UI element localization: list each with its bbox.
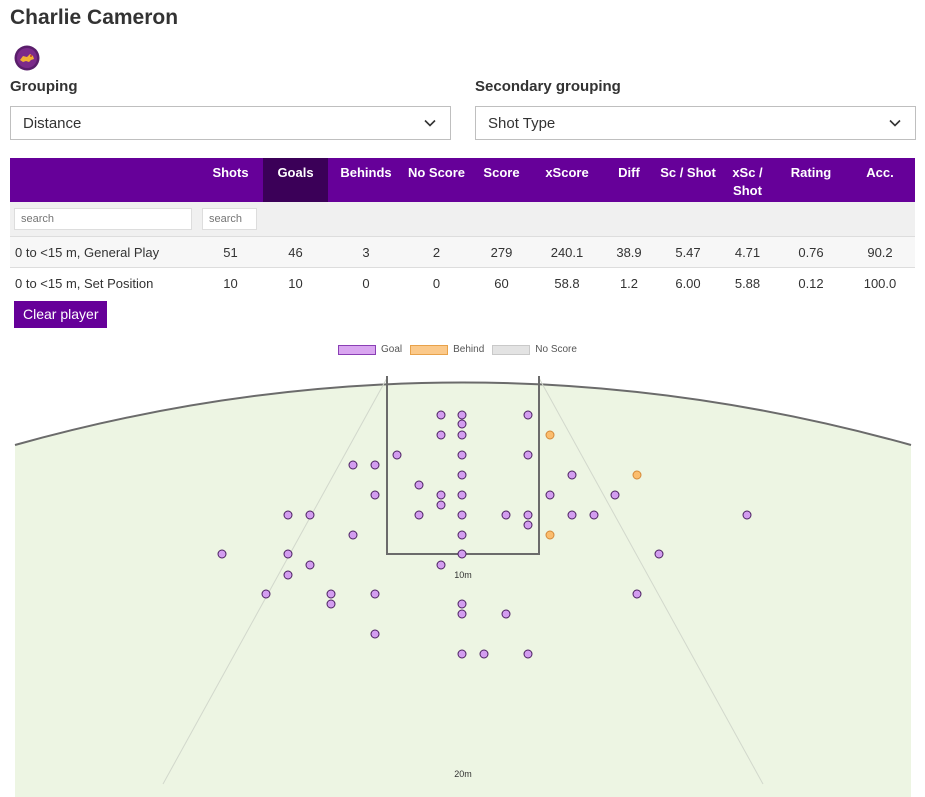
goal-marker[interactable]: [283, 570, 293, 580]
legend-no-score[interactable]: No Score: [492, 344, 577, 355]
brisbane-lions-logo-icon: [14, 45, 40, 71]
column-header-behinds[interactable]: Behinds: [328, 158, 404, 202]
goal-marker[interactable]: [436, 490, 446, 500]
goal-marker[interactable]: [501, 609, 511, 619]
goal-marker[interactable]: [523, 520, 533, 530]
goal-marker[interactable]: [392, 450, 402, 460]
goal-marker[interactable]: [348, 460, 358, 470]
goal-marker[interactable]: [567, 510, 577, 520]
arc-line: [14, 381, 912, 446]
goal-marker[interactable]: [457, 430, 467, 440]
secondary-grouping-label: Secondary grouping: [475, 78, 621, 95]
goal-marker[interactable]: [610, 490, 620, 500]
clear-player-button[interactable]: Clear player: [14, 301, 108, 328]
goal-marker[interactable]: [457, 470, 467, 480]
table-row[interactable]: 0 to <15 m, Set Position 10 10 0 0 60 58…: [10, 267, 915, 298]
column-header-shots[interactable]: Shots: [198, 158, 263, 202]
legend-goal[interactable]: Goal: [338, 344, 402, 355]
goal-marker[interactable]: [414, 510, 424, 520]
goal-marker[interactable]: [742, 510, 752, 520]
column-header-xscore[interactable]: xScore: [534, 158, 600, 202]
goal-marker[interactable]: [370, 460, 380, 470]
field-grass: [15, 382, 911, 797]
goal-marker[interactable]: [348, 530, 358, 540]
column-header-xsc-per-shot[interactable]: xSc / Shot: [718, 158, 777, 202]
goal-marker[interactable]: [370, 490, 380, 500]
goal-marker[interactable]: [523, 510, 533, 520]
goal-marker[interactable]: [457, 510, 467, 520]
player-name: Charlie Cameron: [10, 6, 179, 29]
goal-marker[interactable]: [523, 410, 533, 420]
column-header-score[interactable]: Score: [469, 158, 534, 202]
goal-marker[interactable]: [457, 549, 467, 559]
goal-marker[interactable]: [283, 549, 293, 559]
goal-marker[interactable]: [457, 530, 467, 540]
shot-legend: Goal Behind No Score: [338, 344, 585, 355]
goal-marker[interactable]: [261, 589, 271, 599]
goal-swatch: [338, 344, 376, 355]
behind-marker[interactable]: [545, 530, 555, 540]
ring-label-20m: 20m: [454, 769, 472, 779]
secondary-grouping-value: Shot Type: [488, 114, 556, 132]
shot-map: 10m 20m: [14, 376, 912, 797]
angle-line-right: [538, 377, 764, 785]
goal-marker[interactable]: [436, 430, 446, 440]
goal-marker[interactable]: [479, 649, 489, 659]
column-header-rating[interactable]: Rating: [777, 158, 845, 202]
goal-marker[interactable]: [305, 510, 315, 520]
no-score-swatch: [492, 344, 531, 355]
column-header-group: [10, 158, 198, 202]
goal-marker[interactable]: [326, 599, 336, 609]
goal-marker[interactable]: [567, 470, 577, 480]
group-search-input[interactable]: [14, 208, 192, 230]
column-header-no-score[interactable]: No Score: [404, 158, 469, 202]
goal-marker[interactable]: [457, 609, 467, 619]
goal-marker[interactable]: [217, 549, 227, 559]
column-header-goals[interactable]: Goals: [263, 158, 328, 202]
goal-marker[interactable]: [457, 419, 467, 429]
grouping-select[interactable]: Distance: [10, 106, 451, 140]
shots-search-input[interactable]: [202, 208, 257, 230]
column-header-accuracy[interactable]: Acc.: [845, 158, 915, 202]
grouping-label: Grouping: [10, 78, 78, 95]
grouping-value: Distance: [23, 114, 82, 132]
goal-marker[interactable]: [283, 510, 293, 520]
column-header-diff[interactable]: Diff: [600, 158, 658, 202]
goal-marker[interactable]: [457, 490, 467, 500]
goal-marker[interactable]: [414, 480, 424, 490]
secondary-grouping-select[interactable]: Shot Type: [475, 106, 916, 140]
chevron-down-icon: [889, 119, 901, 127]
behind-marker[interactable]: [545, 430, 555, 440]
chevron-down-icon: [424, 119, 436, 127]
goal-marker[interactable]: [545, 490, 555, 500]
goal-marker[interactable]: [632, 589, 642, 599]
goal-marker[interactable]: [326, 589, 336, 599]
goal-marker[interactable]: [457, 649, 467, 659]
angle-line-left: [162, 377, 388, 785]
goal-marker[interactable]: [654, 549, 664, 559]
goal-marker[interactable]: [305, 560, 315, 570]
column-header-sc-per-shot[interactable]: Sc / Shot: [658, 158, 718, 202]
shot-points: [217, 410, 752, 659]
behind-marker[interactable]: [632, 470, 642, 480]
goal-marker[interactable]: [436, 560, 446, 570]
goal-marker[interactable]: [523, 450, 533, 460]
goal-marker[interactable]: [589, 510, 599, 520]
goal-marker[interactable]: [501, 510, 511, 520]
table-row[interactable]: 0 to <15 m, General Play 51 46 3 2 279 2…: [10, 236, 915, 268]
goal-marker[interactable]: [457, 450, 467, 460]
ring-label-10m: 10m: [454, 570, 472, 580]
goal-marker[interactable]: [370, 589, 380, 599]
stats-table: Shots Goals Behinds No Score Score xScor…: [10, 158, 915, 298]
goal-marker[interactable]: [436, 500, 446, 510]
behind-swatch: [410, 344, 449, 355]
goal-marker[interactable]: [457, 410, 467, 420]
goal-marker[interactable]: [523, 649, 533, 659]
goal-marker[interactable]: [457, 599, 467, 609]
goal-marker[interactable]: [436, 410, 446, 420]
goal-marker[interactable]: [370, 629, 380, 639]
legend-behind[interactable]: Behind: [410, 344, 484, 355]
